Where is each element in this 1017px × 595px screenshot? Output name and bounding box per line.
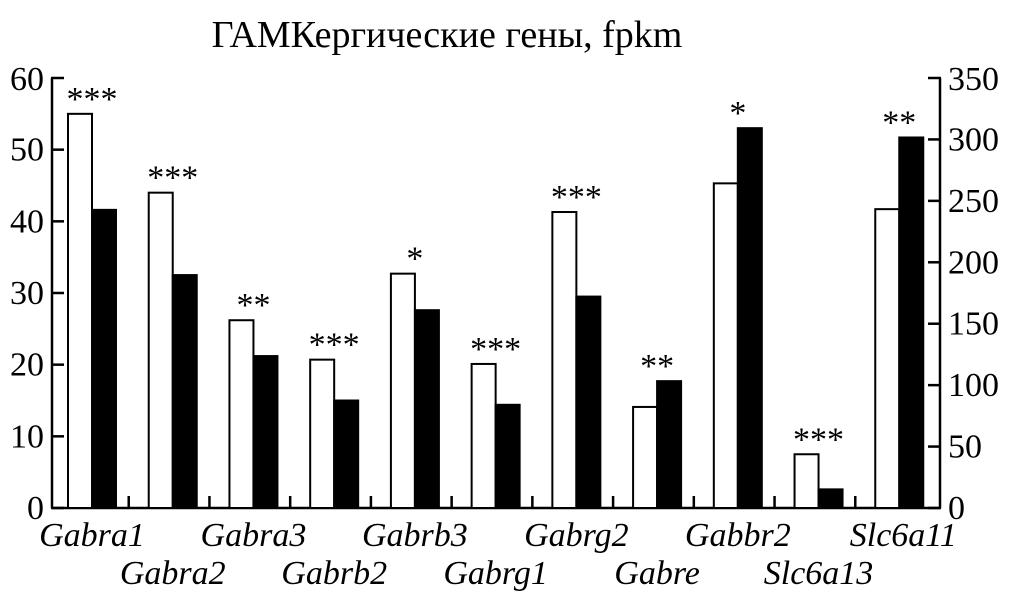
significance-label: *** <box>67 81 118 118</box>
significance-label: *** <box>551 179 602 216</box>
bar-series-2 <box>333 399 360 509</box>
bar-series-2 <box>656 380 683 509</box>
right-y-tick-label: 50 <box>948 429 982 466</box>
bar-series-1 <box>712 182 739 509</box>
left-y-tick-label: 20 <box>10 347 44 384</box>
significance-label: * <box>406 241 423 278</box>
significance-label: * <box>729 95 746 132</box>
x-category-label: Gabrb2 <box>281 555 387 592</box>
right-y-tick-label: 150 <box>948 306 999 343</box>
bar-series-2 <box>575 295 602 510</box>
x-category-label: Gabre <box>614 555 700 592</box>
x-category-label: Slc6a11 <box>850 517 957 554</box>
bar-series-2 <box>898 136 925 509</box>
significance-label: *** <box>470 331 521 368</box>
right-y-tick-label: 200 <box>948 244 999 281</box>
bar-series-1 <box>632 405 659 510</box>
right-y-tick-label: 300 <box>948 121 999 158</box>
x-category-label: Gabra3 <box>201 517 307 554</box>
left-y-tick-label: 60 <box>10 61 44 98</box>
bar-series-2 <box>494 403 521 509</box>
bar-series-2 <box>252 355 279 510</box>
x-category-label: Gabrb3 <box>362 517 468 554</box>
right-y-tick-label: 0 <box>948 490 965 527</box>
bar-series-1 <box>228 319 255 509</box>
x-category-label: Slc6a13 <box>764 555 874 592</box>
bar-series-2 <box>171 274 198 510</box>
x-category-label: Gabbr2 <box>685 517 791 554</box>
significance-label: *** <box>793 421 844 458</box>
significance-label: *** <box>147 160 198 197</box>
bar-series-1 <box>551 211 578 509</box>
x-category-label: Gabra1 <box>39 517 145 554</box>
bar-series-2 <box>413 309 440 510</box>
bar-series-1 <box>67 112 93 509</box>
right-y-tick-label: 100 <box>948 367 999 404</box>
significance-label: ** <box>882 104 916 141</box>
right-y-tick-label: 350 <box>948 61 999 98</box>
right-y-tick-label: 250 <box>948 183 999 220</box>
significance-label: ** <box>236 287 270 324</box>
chart-title: ГАМКергические гены, fpkm <box>212 14 683 56</box>
x-category-label: Gabra2 <box>120 555 226 592</box>
bar-series-1 <box>793 453 820 509</box>
left-y-tick-label: 10 <box>10 418 44 455</box>
bar-series-1 <box>147 191 174 510</box>
left-y-tick-label: 40 <box>10 203 44 240</box>
left-y-tick-label: 50 <box>10 132 44 169</box>
bar-series-2 <box>817 488 844 510</box>
significance-label: ** <box>640 348 674 385</box>
x-category-label: Gabrg1 <box>443 555 548 592</box>
bar-series-1 <box>874 208 901 509</box>
significance-label: *** <box>309 327 360 364</box>
bar-series-2 <box>91 208 117 509</box>
left-y-tick-label: 30 <box>10 275 44 312</box>
bar-series-2 <box>736 127 763 510</box>
bar-series-1 <box>389 272 416 509</box>
left-y-tick-label: 0 <box>27 490 44 527</box>
x-category-label: Gabrg2 <box>524 517 629 554</box>
bar-series-1 <box>470 362 497 510</box>
bar-series-1 <box>309 358 336 509</box>
